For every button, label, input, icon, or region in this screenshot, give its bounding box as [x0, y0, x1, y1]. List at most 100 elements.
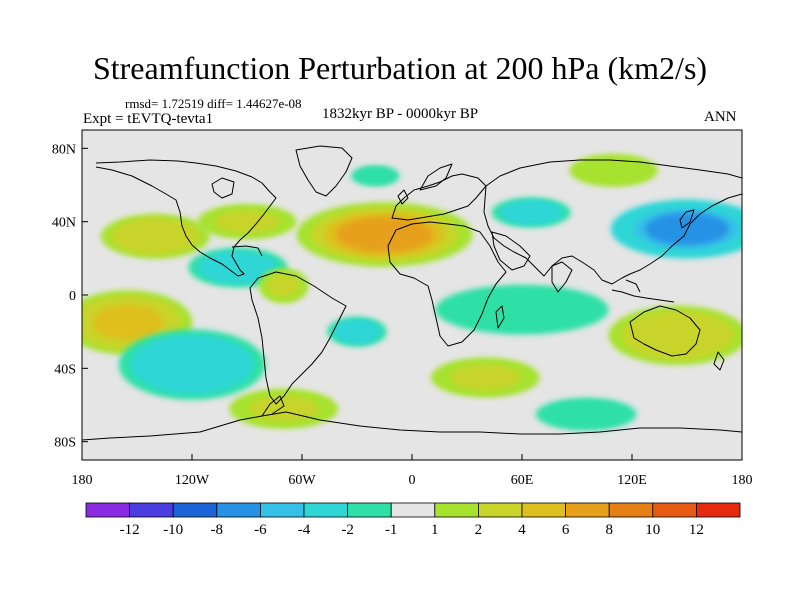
colorbar-swatch — [521, 502, 566, 518]
time-period-label: 1832kyr BP - 0000kyr BP — [322, 106, 479, 122]
lon-tick-label: 60E — [511, 473, 534, 488]
colorbar-swatch — [85, 502, 130, 518]
coast-south-america — [249, 271, 347, 405]
colorbar-swatch — [303, 502, 348, 518]
lon-tick-label: 180 — [72, 473, 93, 488]
axis-ticks: 80N 40N 0 40S 80S 180 120W 60W 0 60E 120E 180 — [52, 142, 753, 488]
anomaly-center-2 — [100, 214, 210, 259]
anomaly-center-1 — [82, 290, 193, 355]
coastlines — [82, 145, 742, 441]
anomaly-contour-fill — [119, 221, 191, 251]
anomaly-center-11 — [229, 388, 339, 429]
coast-gulf-mexico — [231, 245, 263, 257]
anomaly-contour-fill — [336, 216, 433, 253]
lon-tick-label: 120E — [617, 473, 647, 488]
coast-madagascar — [495, 305, 505, 329]
colorbar-label: 8 — [605, 522, 613, 538]
colorbar-label: -10 — [163, 522, 183, 538]
anomaly-center-16 — [258, 268, 309, 304]
coast-indonesia — [611, 279, 675, 303]
colorbar-label: 12 — [689, 522, 704, 538]
coast-asia — [483, 159, 742, 285]
anomaly-contour-fill — [505, 202, 557, 223]
colorbar: -12 -10 -8 -6 -4 -2 -1 1 2 4 6 8 10 12 — [85, 502, 741, 538]
colorbar-swatch — [608, 502, 654, 518]
coast-australia — [629, 305, 701, 357]
coast-europe — [391, 173, 487, 221]
coast-antarctica — [82, 411, 742, 441]
coast-india — [551, 261, 573, 293]
anomaly-center-0 — [296, 202, 473, 267]
lat-tick-label: 0 — [69, 289, 76, 304]
coast-antarctic-peninsula — [261, 395, 285, 417]
colorbar-label: -1 — [385, 522, 398, 538]
lat-tick-label: 80N — [52, 142, 76, 157]
coast-hudson-bay — [211, 177, 235, 199]
anomaly-contour-fill — [92, 304, 164, 341]
coast-africa — [387, 221, 507, 347]
coast-japan — [679, 209, 695, 229]
colorbar-swatch — [565, 502, 610, 518]
colorbar-swatch — [216, 502, 261, 518]
anomaly-center-4 — [491, 197, 571, 228]
colorbar-swatch — [129, 502, 174, 518]
anomaly-center-15 — [197, 204, 297, 239]
anomaly-center-7 — [327, 316, 387, 347]
anomaly-contour-fill — [449, 364, 521, 391]
colorbar-swatch — [390, 502, 436, 518]
coast-arabia — [491, 231, 531, 271]
anomaly-contour-fill — [151, 345, 233, 385]
chart-title: Streamfunction Perturbation at 200 hPa (… — [92, 50, 708, 86]
colorbar-swatch — [652, 502, 697, 518]
streamfunction-anomaly-layer — [82, 154, 742, 431]
anomaly-contour-fill — [355, 167, 395, 184]
lon-tick-label: 120W — [175, 473, 210, 488]
anomaly-center-5 — [118, 329, 266, 400]
anomaly-contour-fill — [578, 157, 650, 184]
anomaly-contour-fill — [337, 321, 377, 342]
colorbar-label: 10 — [645, 522, 660, 538]
anomaly-contour-fill — [545, 401, 627, 428]
colorbar-label: -12 — [120, 522, 140, 538]
lat-tick-label: 40S — [54, 362, 76, 377]
anomaly-center-9 — [608, 305, 742, 366]
anomaly-contour-fill — [205, 254, 271, 281]
coast-new-zealand — [713, 351, 725, 371]
anomaly-contour-fill — [267, 274, 300, 298]
anomaly-contour-fill — [214, 210, 280, 233]
lon-tick-label: 60W — [288, 473, 316, 488]
coast-greenland — [295, 145, 353, 197]
anomaly-contour-fill — [465, 293, 579, 326]
season-label: ANN — [704, 109, 737, 125]
anomaly-center-10 — [430, 357, 540, 398]
colorbar-label: -8 — [211, 522, 224, 538]
rmsd-diff-stats: rmsd= 1.72519 diff= 1.44627e-08 — [125, 96, 302, 111]
anomaly-center-12 — [535, 398, 637, 431]
colorbar-label: 1 — [431, 522, 439, 538]
colorbar-label: -4 — [298, 522, 311, 538]
lat-tick-label: 40N — [52, 216, 76, 231]
colorbar-label: -2 — [341, 522, 354, 538]
lon-tick-label: 180 — [732, 473, 753, 488]
colorbar-swatch — [259, 502, 305, 518]
colorbar-label: 6 — [562, 522, 570, 538]
colorbar-swatch — [347, 502, 392, 518]
anomaly-center-13 — [569, 154, 659, 187]
colorbar-swatch — [172, 502, 218, 518]
anomaly-center-3 — [610, 199, 742, 259]
anomaly-contour-fill — [632, 315, 724, 355]
coast-scandinavia — [419, 163, 453, 191]
colorbar-swatch — [477, 502, 523, 518]
experiment-label: Expt = tEVTQ-tevta1 — [83, 111, 214, 127]
coast-british-isles — [397, 189, 409, 205]
coast-north-america — [95, 159, 277, 277]
colorbar-label: 2 — [475, 522, 483, 538]
colorbar-label: 4 — [518, 522, 526, 538]
colorbar-swatch — [696, 502, 741, 518]
anomaly-center-8 — [435, 284, 609, 335]
anomaly-center-14 — [351, 165, 400, 186]
lon-tick-label: 0 — [409, 473, 416, 488]
lat-tick-label: 80S — [54, 436, 76, 451]
colorbar-swatch — [434, 502, 479, 518]
